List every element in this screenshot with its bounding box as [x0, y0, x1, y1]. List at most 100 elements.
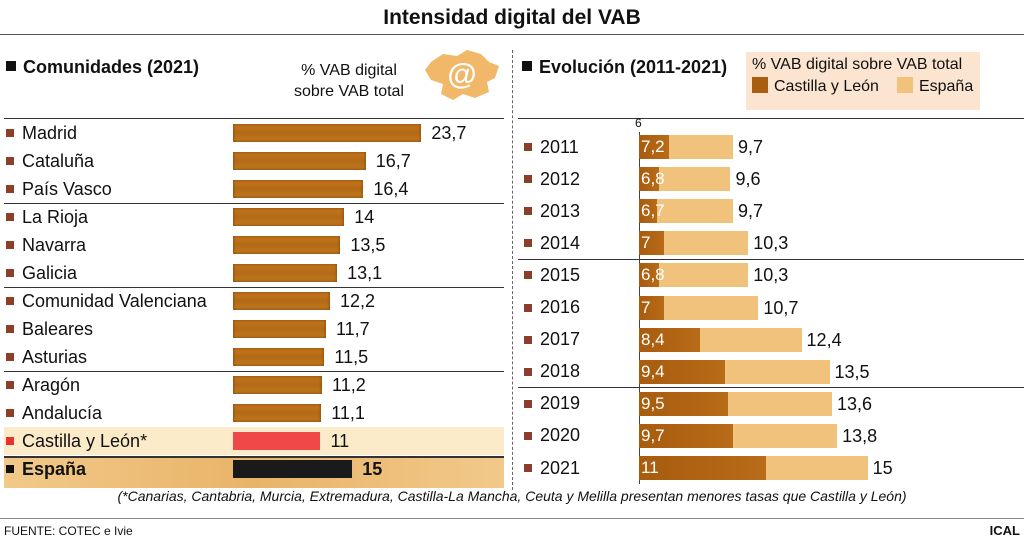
value-label-espana: 10,7 — [763, 297, 799, 318]
category-row: Comunidad Valenciana — [0, 287, 230, 315]
bullet-icon — [524, 367, 532, 376]
bullet-icon — [524, 464, 532, 472]
right-section-title: Evolución (2011-2021) — [522, 57, 727, 78]
category-row: Baleares — [0, 315, 230, 343]
bar-castilla-y-leon: 6,8 — [639, 167, 665, 192]
value-label-espana: 13,8 — [842, 425, 878, 446]
category-row: Cataluña — [0, 147, 230, 175]
bar-castilla-y-leon: 9,7 — [639, 423, 733, 448]
year-label: 2012 — [540, 168, 581, 189]
group-separator — [518, 387, 1024, 388]
bar — [233, 152, 366, 170]
legend-title: % VAB digital sobre VAB total — [752, 56, 963, 73]
bullet-icon — [524, 271, 532, 280]
bar-castilla-y-leon: 7,2 — [639, 135, 670, 159]
bar — [233, 320, 326, 338]
left-section-title: Comunidades (2021) — [6, 57, 199, 78]
category-row: Andalucía — [0, 399, 230, 427]
bullet-icon — [6, 241, 14, 249]
category-row: Aragón — [0, 371, 230, 399]
category-label: Andalucía — [22, 402, 103, 423]
bar-castilla-y-leon: 6,8 — [639, 263, 665, 288]
bullet-icon — [6, 325, 14, 333]
bar — [233, 432, 321, 450]
bar — [233, 236, 341, 254]
year-label: 2020 — [540, 425, 581, 446]
category-row: Galicia — [0, 259, 230, 287]
legend-label-espana: España — [918, 78, 974, 95]
category-label: Baleares — [22, 318, 94, 339]
year-row: 2011 — [518, 133, 579, 161]
header-rule — [518, 118, 1024, 119]
value-label: 23,7 — [431, 123, 467, 143]
value-label-espana: 12,4 — [806, 329, 842, 350]
bar — [233, 124, 422, 142]
bullet-icon — [524, 335, 532, 344]
year-label: 2014 — [540, 232, 581, 253]
category-label: Madrid — [22, 122, 78, 143]
value-label-espana: 13,6 — [837, 393, 873, 414]
value-label: 11,5 — [334, 347, 369, 367]
year-row: 2016 — [518, 294, 580, 322]
category-row: La Rioja — [0, 203, 230, 231]
category-label: Aragón — [22, 374, 81, 395]
legend: % VAB digital sobre VAB total Castilla y… — [746, 52, 980, 110]
value-label-espana: 10,3 — [753, 233, 789, 254]
category-label: Castilla y León* — [22, 430, 148, 451]
bullet-icon — [6, 185, 14, 193]
year-row: 2014 — [518, 229, 580, 257]
bullet-icon — [6, 129, 14, 137]
value-label: 11,2 — [332, 375, 366, 395]
axis-start-label: 6 — [635, 116, 642, 130]
bullet-icon — [6, 353, 14, 361]
value-label: 11,1 — [331, 403, 365, 423]
value-label: 13,1 — [347, 263, 383, 283]
value-label: 11 — [330, 431, 350, 451]
category-label: Navarra — [22, 234, 87, 255]
svg-text:@: @ — [447, 58, 476, 91]
footnote: (*Canarias, Cantabria, Murcia, Extremadu… — [117, 488, 907, 504]
category-row: Asturias — [0, 343, 230, 371]
bar — [233, 460, 353, 478]
bar — [233, 376, 323, 394]
square-icon — [6, 61, 16, 71]
value-label-espana: 9,6 — [735, 169, 761, 190]
square-icon — [522, 61, 532, 71]
value-label: 16,4 — [373, 179, 409, 199]
year-row: 2020 — [518, 422, 580, 450]
title: Intensidad digital del VAB — [383, 6, 641, 29]
bullet-icon — [6, 213, 14, 221]
bar-castilla-y-leon: 6,7 — [639, 199, 665, 224]
bar-castilla-y-leon: 9,4 — [639, 359, 726, 384]
value-label: 13,5 — [350, 235, 386, 255]
bar-castilla-y-leon: 8,4 — [639, 327, 700, 352]
value-label: 14 — [354, 207, 375, 227]
bar — [233, 264, 338, 282]
year-label: 2016 — [540, 297, 581, 317]
credit: ICAL — [989, 523, 1020, 538]
bar-castilla-y-leon: 7 — [639, 231, 665, 256]
value-label-espana: 9,7 — [737, 201, 763, 222]
year-label: 2011 — [540, 136, 579, 157]
bar-castilla-y-leon: 7 — [639, 295, 665, 320]
bullet-icon — [524, 175, 532, 184]
bullet-icon — [524, 239, 532, 248]
group-separator — [4, 287, 504, 288]
year-row: 2021 — [518, 454, 580, 482]
value-label-espana: 13,5 — [834, 361, 870, 382]
year-row: 2019 — [518, 390, 580, 418]
value-label-espana: 10,3 — [753, 265, 789, 286]
category-label: La Rioja — [22, 206, 89, 227]
bar — [233, 348, 325, 366]
value-label-espana: 15 — [872, 458, 893, 478]
category-label: Asturias — [22, 346, 88, 367]
bullet-icon — [524, 143, 532, 151]
category-label: Comunidad Valenciana — [22, 290, 207, 311]
left-unit-label: % VAB digital sobre VAB total — [294, 62, 404, 100]
source: FUENTE: COTEC e Ivie — [4, 524, 133, 538]
category-label: País Vasco — [22, 178, 112, 199]
region-map-logo: @ — [425, 50, 499, 100]
category-row: Madrid — [0, 119, 230, 147]
bullet-icon — [6, 157, 14, 165]
bar — [233, 404, 322, 422]
